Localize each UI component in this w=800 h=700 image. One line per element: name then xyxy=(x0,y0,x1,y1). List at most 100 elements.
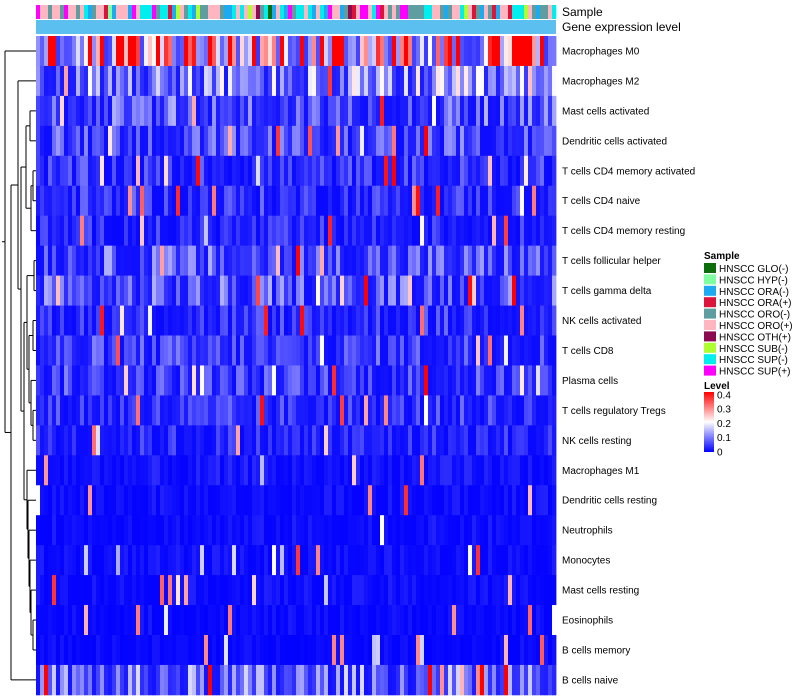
heatmap-cell xyxy=(388,455,393,486)
heatmap-cell xyxy=(436,155,441,187)
heatmap-cell xyxy=(168,305,173,336)
heatmap-cell xyxy=(140,515,145,546)
heatmap-cell xyxy=(148,155,153,187)
heatmap-cell xyxy=(348,125,353,157)
heatmap-cell xyxy=(156,335,161,366)
sample-annotation-cell xyxy=(372,5,377,19)
heatmap-cell xyxy=(432,395,437,426)
heatmap-cell xyxy=(224,635,229,666)
heatmap-cell xyxy=(148,515,153,546)
heatmap-cell xyxy=(236,455,241,486)
heatmap-cell xyxy=(292,65,297,97)
heatmap-cell xyxy=(436,395,441,426)
sample-annotation-cell xyxy=(452,5,457,19)
heatmap-cell xyxy=(536,245,541,276)
heatmap-cell xyxy=(292,275,297,306)
heatmap-cell xyxy=(176,395,181,426)
heatmap-cell xyxy=(540,95,545,127)
heatmap-cell xyxy=(456,125,461,157)
heatmap-cell xyxy=(312,545,317,576)
heatmap-cell xyxy=(180,664,185,696)
heatmap-cell xyxy=(480,185,485,217)
heatmap-cell xyxy=(212,305,217,336)
heatmap-cell xyxy=(212,425,217,456)
heatmap-cell xyxy=(124,425,129,456)
heatmap-cell xyxy=(272,185,277,217)
heatmap-cell xyxy=(80,455,85,486)
sample-annotation-cell xyxy=(192,5,197,19)
heatmap-cell xyxy=(116,635,121,666)
level-legend-tick: 0.3 xyxy=(717,405,731,416)
heatmap-cell xyxy=(184,185,189,217)
heatmap-cell xyxy=(108,605,113,636)
heatmap-cell xyxy=(476,305,481,336)
heatmap-cell xyxy=(228,275,233,306)
row-label: Macrophages M1 xyxy=(562,466,640,477)
heatmap-cell xyxy=(484,545,489,576)
heatmap-cell xyxy=(252,545,257,576)
heatmap-cell xyxy=(480,425,485,456)
heatmap-cell xyxy=(388,605,393,636)
heatmap-cell xyxy=(156,365,161,396)
heatmap-cell xyxy=(364,515,369,546)
heatmap-cell xyxy=(312,395,317,426)
heatmap-cell xyxy=(148,575,153,606)
heatmap-cell xyxy=(108,635,113,666)
heatmap-cell xyxy=(380,95,385,127)
heatmap-cell xyxy=(440,365,445,396)
heatmap-cell xyxy=(36,425,41,456)
heatmap-cell xyxy=(264,395,269,426)
heatmap-cell xyxy=(248,65,253,97)
heatmap-cell xyxy=(108,36,113,67)
heatmap-cell xyxy=(436,65,441,97)
heatmap-cell xyxy=(120,155,125,187)
heatmap-cell xyxy=(508,36,513,67)
heatmap-cell xyxy=(164,155,169,187)
heatmap-cell xyxy=(236,605,241,636)
heatmap-cell xyxy=(356,305,361,336)
heatmap-cell xyxy=(168,335,173,366)
heatmap-cell xyxy=(328,365,333,396)
heatmap-cell xyxy=(88,36,93,67)
heatmap-cell xyxy=(244,664,249,696)
heatmap-cell xyxy=(496,275,501,306)
heatmap-cell xyxy=(208,515,213,546)
heatmap-cell xyxy=(168,275,173,306)
heatmap-cell xyxy=(60,605,65,636)
heatmap-cell xyxy=(380,305,385,336)
heatmap-cell xyxy=(544,335,549,366)
heatmap-cell xyxy=(200,605,205,636)
heatmap-cell xyxy=(264,65,269,97)
heatmap-cell xyxy=(388,185,393,217)
heatmap-cell xyxy=(480,125,485,157)
heatmap-cell xyxy=(328,455,333,486)
heatmap-cell xyxy=(340,664,345,696)
heatmap-cell xyxy=(192,36,197,67)
heatmap-cell xyxy=(356,545,361,576)
heatmap-cell xyxy=(208,65,213,97)
heatmap-cell xyxy=(136,635,141,666)
heatmap-cell xyxy=(100,515,105,546)
heatmap-cell xyxy=(88,515,93,546)
heatmap-cell xyxy=(280,664,285,696)
heatmap-cell xyxy=(284,155,289,187)
heatmap-cell xyxy=(104,635,109,666)
heatmap-cell xyxy=(388,515,393,546)
heatmap-cell xyxy=(480,664,485,696)
heatmap-cell xyxy=(220,215,225,247)
heatmap-cell xyxy=(332,575,337,606)
heatmap-cell xyxy=(260,545,265,576)
heatmap-cell xyxy=(400,485,405,516)
heatmap-cell xyxy=(352,215,357,247)
heatmap-cell xyxy=(84,215,89,247)
heatmap-cell xyxy=(68,245,73,276)
heatmap-cell xyxy=(376,95,381,127)
heatmap-cell xyxy=(56,575,61,606)
heatmap-cell xyxy=(224,515,229,546)
heatmap-cell xyxy=(304,455,309,486)
heatmap-cell xyxy=(484,664,489,696)
heatmap-cell xyxy=(64,215,69,247)
heatmap-cell xyxy=(184,36,189,67)
heatmap-cell xyxy=(524,275,529,306)
heatmap-cell xyxy=(268,125,273,157)
